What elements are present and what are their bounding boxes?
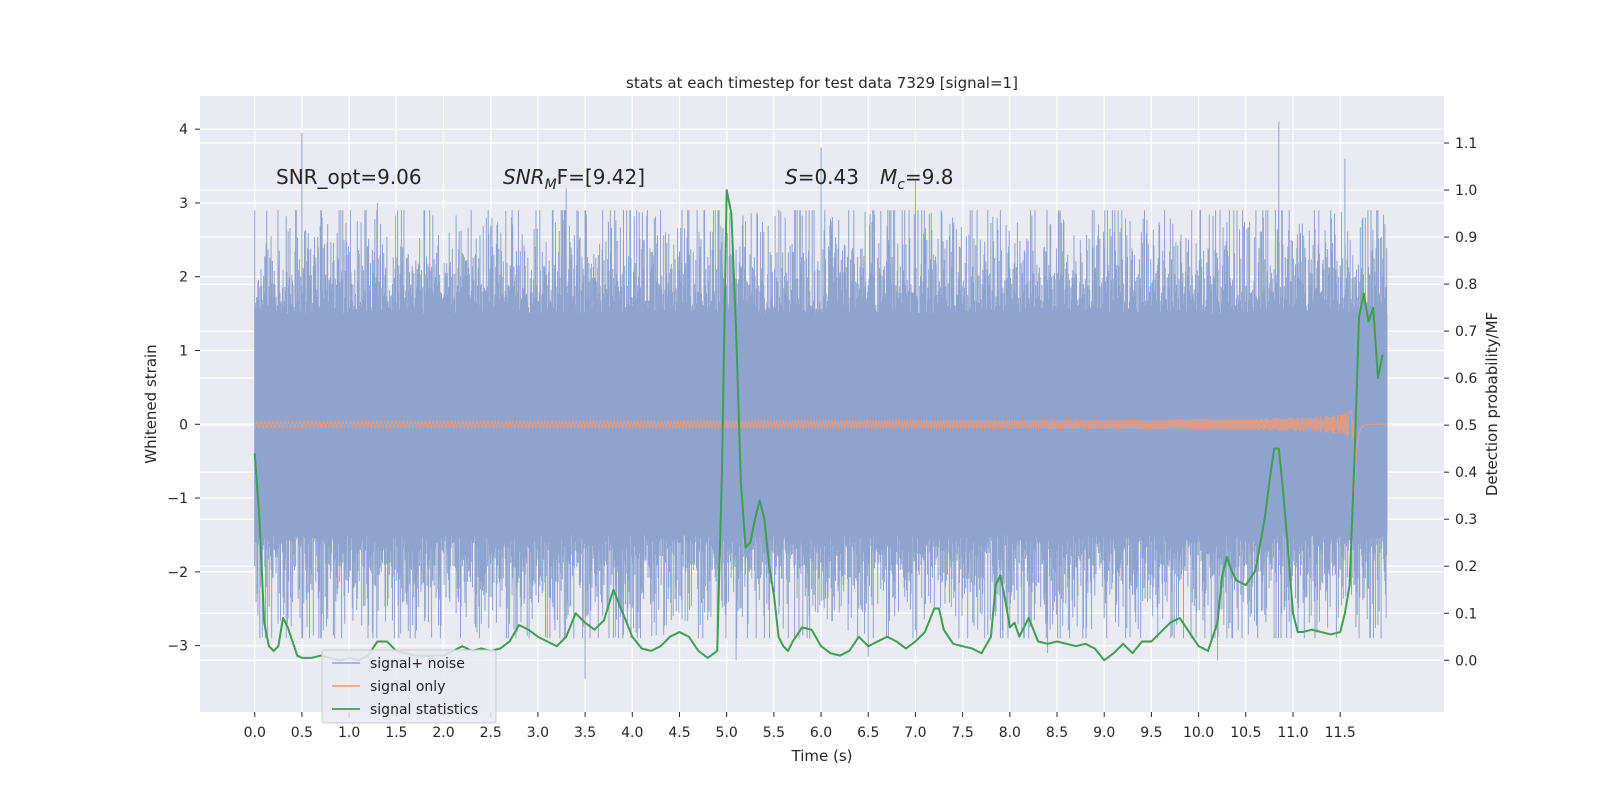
x-axis-ticks: 0.0 0.5 1.0 1.5 2.0 2.5 3.0 3.5 4.0 4.5 5.0 5.5 6.0 6…: [244, 712, 1356, 741]
x-tick-label-14: 7.0: [904, 725, 926, 741]
annotation-mc-var: M: [880, 165, 897, 189]
x-tick-label-17: 8.5: [1046, 725, 1068, 741]
y-left-tick-label-1: −2: [167, 565, 188, 581]
annotation-mc-value: Mc=9.8: [880, 165, 954, 193]
legend-box: [321, 649, 497, 724]
x-tick-label-16: 8.0: [999, 725, 1021, 741]
x-tick-label-18: 9.0: [1093, 725, 1115, 741]
y-right-tick-label-4: 0.4: [1455, 465, 1477, 481]
annotation-snr-mf: SNRMF=[9.42]: [503, 165, 645, 193]
annotation-mc-sub: c: [897, 177, 905, 193]
x-tick-label-20: 10.0: [1183, 725, 1214, 741]
y-left-axis-label: Whitened strain: [142, 344, 160, 463]
x-tick-label-12: 6.0: [810, 725, 832, 741]
y-right-tick-label-2: 0.2: [1455, 559, 1477, 575]
y-left-tick-label-2: −1: [167, 491, 188, 507]
y-right-tick-label-6: 0.6: [1455, 371, 1477, 387]
x-tick-label-11: 5.5: [763, 725, 785, 741]
y-right-tick-label-7: 0.7: [1455, 324, 1477, 340]
x-tick-label-9: 4.5: [668, 725, 690, 741]
x-tick-label-8: 4.0: [621, 725, 643, 741]
y-left-tick-label-4: 1: [179, 344, 188, 360]
annotation-snr-mf-rest: F=[9.42]: [557, 165, 645, 189]
y-left-tick-label-0: −3: [167, 639, 188, 655]
annotation-s-val: =0.43: [798, 165, 859, 189]
chart-title: stats at each timestep for test data 732…: [626, 74, 1018, 92]
y-right-tick-label-11: 1.1: [1455, 136, 1477, 152]
annotation-mc-val: =9.8: [905, 165, 954, 189]
legend-label-signal-plus-noise: signal+ noise: [370, 656, 465, 672]
x-tick-label-0: 0.0: [244, 725, 266, 741]
x-tick-label-23: 11.5: [1325, 725, 1356, 741]
legend: signal+ noise signal only signal statist…: [321, 649, 497, 724]
y-left-axis-ticks: −3 −2 −1 0 1 2 3 4: [167, 122, 200, 655]
y-right-tick-label-5: 0.5: [1455, 418, 1477, 434]
y-right-axis-ticks: 0.0 0.1 0.2 0.3 0.4 0.5 0.6 0.7 0.8 0.9 1.0 1.1: [1444, 136, 1477, 669]
annotation-snr-mf-sub: M: [545, 177, 557, 193]
x-axis-label: Time (s): [791, 747, 853, 765]
y-left-tick-label-3: 0: [179, 417, 188, 433]
x-tick-label-4: 2.0: [432, 725, 454, 741]
x-tick-label-15: 7.5: [952, 725, 974, 741]
y-left-tick-label-7: 4: [179, 122, 188, 138]
y-right-tick-label-1: 0.1: [1455, 606, 1477, 622]
y-right-axis-label: Detection probability/MF: [1483, 312, 1501, 496]
x-tick-label-13: 6.5: [857, 725, 879, 741]
legend-label-signal-statistics: signal statistics: [370, 702, 478, 718]
legend-label-signal-only: signal only: [370, 679, 445, 695]
annotation-s-var: S: [785, 165, 798, 189]
y-left-tick-label-5: 2: [179, 270, 188, 286]
signal-only-trace: [254, 409, 1388, 494]
x-tick-label-21: 10.5: [1230, 725, 1261, 741]
x-tick-label-6: 3.0: [527, 725, 549, 741]
series-signal-only: [254, 409, 1388, 494]
y-left-tick-label-6: 3: [179, 196, 188, 212]
x-tick-label-7: 3.5: [574, 725, 596, 741]
x-tick-label-1: 0.5: [291, 725, 313, 741]
x-tick-label-5: 2.5: [480, 725, 502, 741]
y-right-tick-label-8: 0.8: [1455, 277, 1477, 293]
y-right-tick-label-9: 0.9: [1455, 230, 1477, 246]
x-tick-label-22: 11.0: [1277, 725, 1308, 741]
annotation-snr-mf-main: SNR: [503, 165, 545, 189]
x-tick-label-3: 1.5: [385, 725, 407, 741]
annotation-snr-opt: SNR_opt=9.06: [276, 165, 422, 189]
y-right-tick-label-3: 0.3: [1455, 512, 1477, 528]
x-tick-label-19: 9.5: [1140, 725, 1162, 741]
annotation-s-value: S=0.43: [785, 165, 859, 189]
y-right-tick-label-10: 1.0: [1455, 183, 1477, 199]
x-tick-label-10: 5.0: [716, 725, 738, 741]
y-right-tick-label-0: 0.0: [1455, 653, 1477, 669]
x-tick-label-2: 1.0: [338, 725, 360, 741]
